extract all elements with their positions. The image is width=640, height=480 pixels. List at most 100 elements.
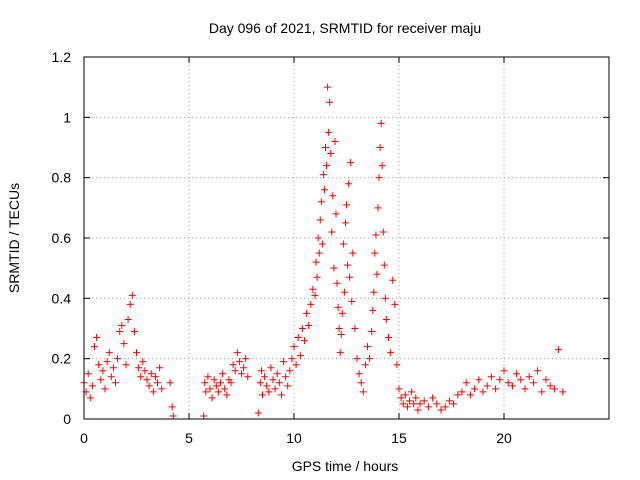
data-point (296, 352, 304, 360)
data-point (105, 349, 113, 357)
x-tick-label: 15 (391, 430, 407, 446)
data-point (368, 328, 376, 336)
data-point (403, 403, 411, 411)
data-point (244, 373, 252, 381)
data-point (109, 364, 117, 372)
data-point (534, 367, 542, 375)
data-point (301, 337, 308, 345)
data-point (344, 261, 352, 269)
data-point (282, 373, 290, 381)
data-point (381, 294, 389, 302)
x-axis-label: GPS time / hours (292, 458, 399, 474)
data-point (347, 159, 355, 167)
data-point (267, 364, 275, 372)
data-point (410, 400, 418, 408)
data-point (312, 258, 320, 266)
x-tick-label: 5 (185, 430, 193, 446)
data-point (307, 300, 315, 308)
data-point (521, 385, 529, 393)
y-axis-label: SRMTID / TECUs (6, 183, 22, 293)
data-point (492, 385, 500, 393)
data-point (375, 174, 383, 182)
data-point (151, 373, 159, 381)
data-point (399, 400, 407, 408)
data-point (221, 385, 229, 393)
data-point (242, 355, 250, 363)
y-tick-label: 1 (63, 109, 71, 125)
data-point (369, 306, 377, 314)
data-point (355, 370, 363, 378)
data-point (555, 346, 563, 354)
data-point (269, 376, 277, 384)
x-tick-label: 10 (286, 430, 302, 446)
data-point (483, 382, 491, 390)
data-point (364, 343, 371, 351)
data-point (319, 171, 327, 179)
data-point (227, 379, 235, 387)
data-point (122, 361, 130, 369)
data-point (329, 192, 337, 200)
data-point (414, 406, 422, 414)
data-point (322, 144, 329, 151)
data-point (372, 231, 380, 239)
data-point (93, 334, 101, 342)
data-point (416, 400, 424, 408)
data-point (137, 373, 145, 381)
data-point (393, 361, 401, 369)
data-point (86, 394, 94, 402)
data-point (466, 391, 474, 399)
data-point (240, 364, 248, 372)
data-point (261, 373, 269, 381)
data-point (450, 400, 458, 408)
data-point (99, 367, 107, 375)
data-point (259, 391, 266, 399)
data-point (346, 273, 354, 281)
data-point (401, 391, 409, 399)
data-point (120, 340, 128, 348)
data-point (345, 180, 353, 188)
data-point (458, 388, 466, 396)
data-point (290, 343, 298, 351)
data-point (500, 367, 508, 375)
data-point (340, 288, 348, 296)
data-point (333, 279, 341, 287)
data-point (275, 379, 283, 387)
data-point (332, 210, 340, 218)
data-point (433, 400, 441, 408)
data-point (317, 198, 325, 206)
data-point (380, 261, 388, 269)
x-tick-label: 0 (80, 430, 88, 446)
data-point (101, 385, 109, 393)
data-point (149, 388, 157, 396)
data-point (286, 367, 294, 375)
data-point (309, 285, 317, 293)
data-point (318, 240, 326, 248)
data-point (257, 367, 265, 375)
data-point (336, 349, 344, 357)
data-point (298, 325, 306, 332)
data-point (156, 364, 164, 372)
data-point (141, 367, 149, 375)
data-point (361, 361, 369, 369)
data-point (424, 403, 432, 411)
data-point (353, 355, 361, 363)
data-point (542, 376, 550, 384)
data-point (126, 300, 134, 308)
data-point (373, 270, 381, 278)
data-point (254, 409, 262, 417)
data-point (382, 315, 390, 323)
data-point (166, 379, 174, 387)
data-point (314, 234, 322, 242)
data-point (311, 291, 319, 299)
data-point (339, 240, 347, 248)
data-point (496, 376, 504, 384)
data-point (208, 394, 216, 402)
data-point (130, 328, 138, 336)
data-point (277, 391, 285, 399)
data-point (349, 249, 357, 257)
data-point (128, 291, 136, 299)
data-point (212, 382, 220, 390)
data-point (374, 204, 382, 212)
data-point (517, 376, 525, 384)
data-point (202, 388, 210, 396)
